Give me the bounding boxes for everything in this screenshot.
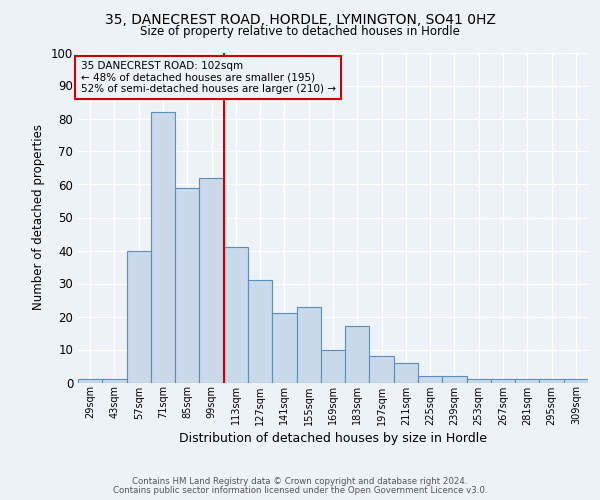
Bar	[248, 280, 272, 382]
Text: Contains HM Land Registry data © Crown copyright and database right 2024.: Contains HM Land Registry data © Crown c…	[132, 477, 468, 486]
Text: 35, DANECREST ROAD, HORDLE, LYMINGTON, SO41 0HZ: 35, DANECREST ROAD, HORDLE, LYMINGTON, S…	[104, 12, 496, 26]
Text: 35 DANECREST ROAD: 102sqm
← 48% of detached houses are smaller (195)
52% of semi: 35 DANECREST ROAD: 102sqm ← 48% of detac…	[80, 60, 335, 94]
Bar	[296, 306, 321, 382]
Bar	[127, 250, 151, 382]
Bar	[442, 376, 467, 382]
Bar	[370, 356, 394, 382]
Bar	[175, 188, 199, 382]
Text: Size of property relative to detached houses in Hordle: Size of property relative to detached ho…	[140, 25, 460, 38]
Bar	[224, 247, 248, 382]
Bar	[394, 362, 418, 382]
Bar	[272, 313, 296, 382]
Bar	[345, 326, 370, 382]
X-axis label: Distribution of detached houses by size in Hordle: Distribution of detached houses by size …	[179, 432, 487, 444]
Y-axis label: Number of detached properties: Number of detached properties	[32, 124, 46, 310]
Bar	[564, 379, 588, 382]
Text: Contains public sector information licensed under the Open Government Licence v3: Contains public sector information licen…	[113, 486, 487, 495]
Bar	[199, 178, 224, 382]
Bar	[102, 379, 127, 382]
Bar	[515, 379, 539, 382]
Bar	[539, 379, 564, 382]
Bar	[78, 379, 102, 382]
Bar	[321, 350, 345, 382]
Bar	[151, 112, 175, 382]
Bar	[491, 379, 515, 382]
Bar	[467, 379, 491, 382]
Bar	[418, 376, 442, 382]
